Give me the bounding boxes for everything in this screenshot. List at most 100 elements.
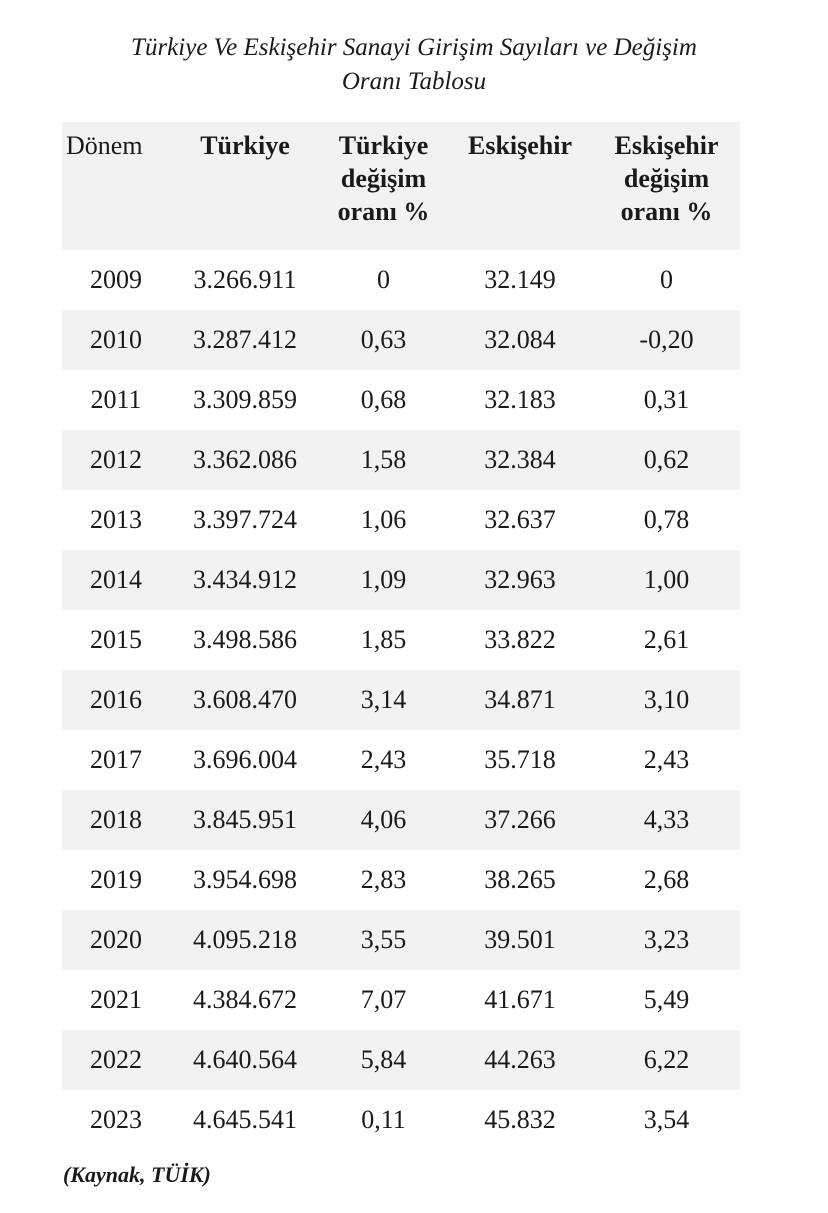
cell-eskisehir: 35.718 — [484, 745, 556, 774]
cell-donem: 2016 — [90, 685, 142, 714]
cell-turkiye-change: 1,06 — [360, 505, 407, 534]
table-row: 2010 3.287.412 0,63 32.084 -0,20 — [62, 310, 740, 370]
cell-turkiye-change: 2,43 — [360, 745, 407, 774]
cell-eskisehir-change: 5,49 — [643, 985, 690, 1014]
cell-turkiye: 3.845.951 — [193, 805, 297, 834]
cell-eskisehir-change: 3,10 — [643, 685, 690, 714]
cell-turkiye-change: 4,06 — [360, 805, 407, 834]
header-turkiye-change: Türkiye değişim oranı % — [337, 131, 430, 226]
cell-eskisehir-change: 0,62 — [643, 445, 690, 474]
cell-turkiye: 4.384.672 — [193, 985, 297, 1014]
table-row: 2012 3.362.086 1,58 32.384 0,62 — [62, 430, 740, 490]
cell-turkiye-change: 7,07 — [360, 985, 407, 1014]
cell-turkiye: 3.266.911 — [193, 265, 297, 294]
cell-eskisehir: 45.832 — [484, 1105, 556, 1134]
cell-turkiye: 3.362.086 — [193, 445, 297, 474]
cell-turkiye: 4.095.218 — [193, 925, 297, 954]
table-row: 2017 3.696.004 2,43 35.718 2,43 — [62, 730, 740, 790]
table-row: 2023 4.645.541 0,11 45.832 3,54 — [62, 1090, 740, 1150]
cell-eskisehir: 39.501 — [484, 925, 556, 954]
cell-eskisehir-change: 2,68 — [643, 865, 690, 894]
cell-turkiye-change: 5,84 — [360, 1045, 407, 1074]
cell-turkiye-change: 0,63 — [360, 325, 407, 354]
cell-eskisehir: 33.822 — [484, 625, 556, 654]
cell-turkiye: 4.640.564 — [193, 1045, 297, 1074]
cell-eskisehir-change: 2,43 — [643, 745, 690, 774]
cell-eskisehir: 44.263 — [484, 1045, 556, 1074]
table-row: 2013 3.397.724 1,06 32.637 0,78 — [62, 490, 740, 550]
cell-donem: 2014 — [90, 565, 142, 594]
table-body: 2009 3.266.911 0 32.149 0 2010 3.287.412 0,63 32… — [62, 250, 740, 1150]
cell-turkiye-change: 1,58 — [360, 445, 407, 474]
cell-donem: 2019 — [90, 865, 142, 894]
cell-turkiye-change: 1,09 — [360, 565, 407, 594]
header-donem: Dönem — [66, 131, 143, 160]
table-row: 2021 4.384.672 7,07 41.671 5,49 — [62, 970, 740, 1030]
cell-turkiye: 4.645.541 — [193, 1105, 297, 1134]
table-header-row: Dönem Türkiye Türkiye değişim oranı % Es… — [62, 122, 740, 250]
cell-turkiye-change: 0,11 — [361, 1105, 406, 1134]
cell-eskisehir: 32.183 — [484, 385, 556, 414]
table-title-line-1: Türkiye Ve Eskişehir Sanayi Girişim Sayı… — [131, 34, 697, 61]
cell-turkiye: 3.309.859 — [193, 385, 297, 414]
cell-turkiye: 3.498.586 — [193, 625, 297, 654]
header-eskisehir: Eskişehir — [467, 131, 573, 160]
table-row: 2019 3.954.698 2,83 38.265 2,68 — [62, 850, 740, 910]
cell-turkiye: 3.397.724 — [193, 505, 297, 534]
table-row: 2016 3.608.470 3,14 34.871 3,10 — [62, 670, 740, 730]
cell-donem: 2015 — [90, 625, 142, 654]
cell-turkiye-change: 1,85 — [360, 625, 407, 654]
cell-turkiye-change: 3,14 — [360, 685, 407, 714]
cell-turkiye-change: 2,83 — [360, 865, 407, 894]
cell-eskisehir-change: 3,23 — [643, 925, 690, 954]
cell-eskisehir: 34.871 — [484, 685, 556, 714]
table-row: 2022 4.640.564 5,84 44.263 6,22 — [62, 1030, 740, 1090]
cell-donem: 2020 — [90, 925, 142, 954]
cell-eskisehir: 38.265 — [484, 865, 556, 894]
table-row: 2018 3.845.951 4,06 37.266 4,33 — [62, 790, 740, 850]
table-row: 2015 3.498.586 1,85 33.822 2,61 — [62, 610, 740, 670]
table-title-line-2: Oranı Tablosu — [341, 68, 487, 95]
cell-turkiye: 3.608.470 — [193, 685, 297, 714]
cell-donem: 2022 — [90, 1045, 142, 1074]
cell-turkiye-change: 0 — [377, 265, 390, 294]
cell-donem: 2010 — [90, 325, 142, 354]
cell-donem: 2012 — [90, 445, 142, 474]
cell-eskisehir-change: 0 — [660, 265, 673, 294]
cell-donem: 2011 — [90, 385, 142, 414]
cell-turkiye-change: 3,55 — [360, 925, 407, 954]
cell-eskisehir-change: 0,31 — [643, 385, 690, 414]
header-turkiye: Türkiye — [200, 131, 290, 160]
cell-eskisehir: 41.671 — [484, 985, 556, 1014]
cell-donem: 2018 — [90, 805, 142, 834]
cell-eskisehir-change: 3,54 — [643, 1105, 690, 1134]
source-note: (Kaynak, TÜİK) — [63, 1162, 211, 1187]
cell-eskisehir: 32.149 — [484, 265, 556, 294]
cell-eskisehir-change: -0,20 — [639, 325, 694, 354]
cell-eskisehir: 32.084 — [484, 325, 556, 354]
data-table: Dönem Türkiye Türkiye değişim oranı % Es… — [62, 122, 740, 1150]
table-title: Türkiye Ve Eskişehir Sanayi Girişim Sayı… — [0, 31, 828, 99]
cell-eskisehir: 32.637 — [484, 505, 556, 534]
cell-donem: 2023 — [90, 1105, 142, 1134]
table-row: 2009 3.266.911 0 32.149 0 — [62, 250, 740, 310]
table-row: 2020 4.095.218 3,55 39.501 3,23 — [62, 910, 740, 970]
cell-eskisehir: 37.266 — [484, 805, 556, 834]
cell-eskisehir-change: 1,00 — [643, 565, 690, 594]
cell-donem: 2017 — [90, 745, 142, 774]
table-row: 2011 3.309.859 0,68 32.183 0,31 — [62, 370, 740, 430]
cell-eskisehir-change: 2,61 — [643, 625, 690, 654]
header-eskisehir-change: Eskişehir değişim oranı % — [614, 131, 719, 226]
cell-turkiye: 3.434.912 — [193, 565, 297, 594]
cell-eskisehir: 32.384 — [484, 445, 556, 474]
cell-turkiye-change: 0,68 — [360, 385, 407, 414]
cell-eskisehir: 32.963 — [484, 565, 556, 594]
cell-eskisehir-change: 4,33 — [643, 805, 690, 834]
cell-eskisehir-change: 0,78 — [643, 505, 690, 534]
cell-donem: 2021 — [90, 985, 142, 1014]
cell-turkiye: 3.287.412 — [193, 325, 297, 354]
cell-turkiye: 3.696.004 — [193, 745, 297, 774]
table-row: 2014 3.434.912 1,09 32.963 1,00 — [62, 550, 740, 610]
cell-donem: 2009 — [90, 265, 142, 294]
cell-turkiye: 3.954.698 — [193, 865, 297, 894]
